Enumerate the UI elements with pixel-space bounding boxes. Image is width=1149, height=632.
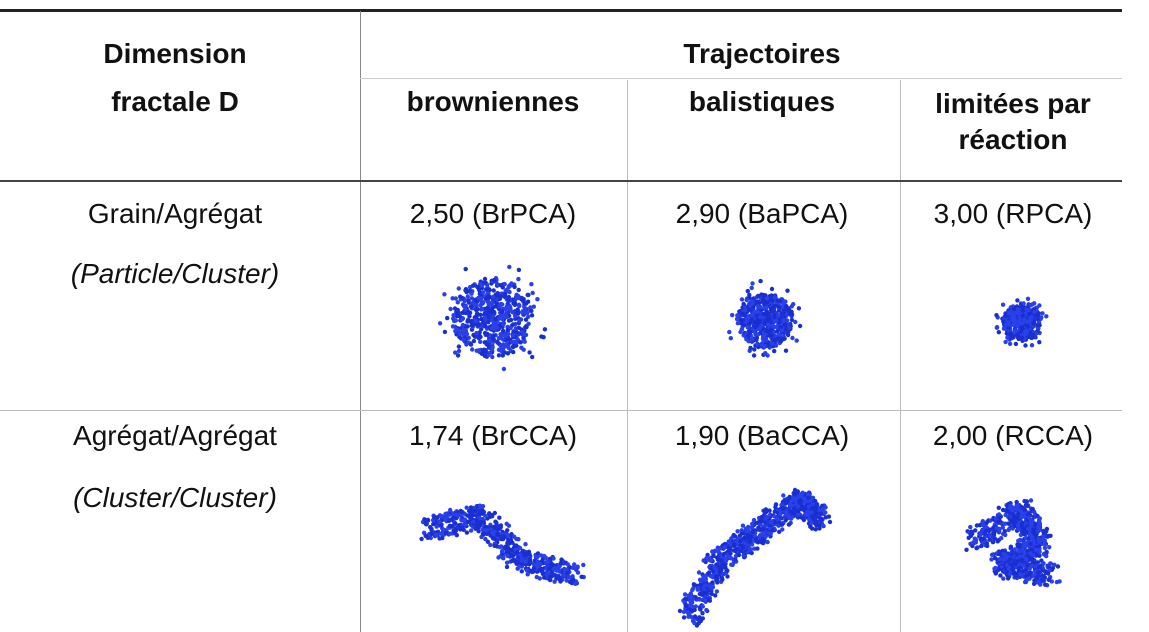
aggregate-image: [964, 498, 1062, 587]
aggregate-image: [678, 488, 832, 628]
aggregate-image: [419, 504, 586, 587]
aggregate-image: [994, 297, 1048, 348]
aggregate-image: [438, 265, 547, 372]
aggregate-image: [727, 279, 802, 358]
